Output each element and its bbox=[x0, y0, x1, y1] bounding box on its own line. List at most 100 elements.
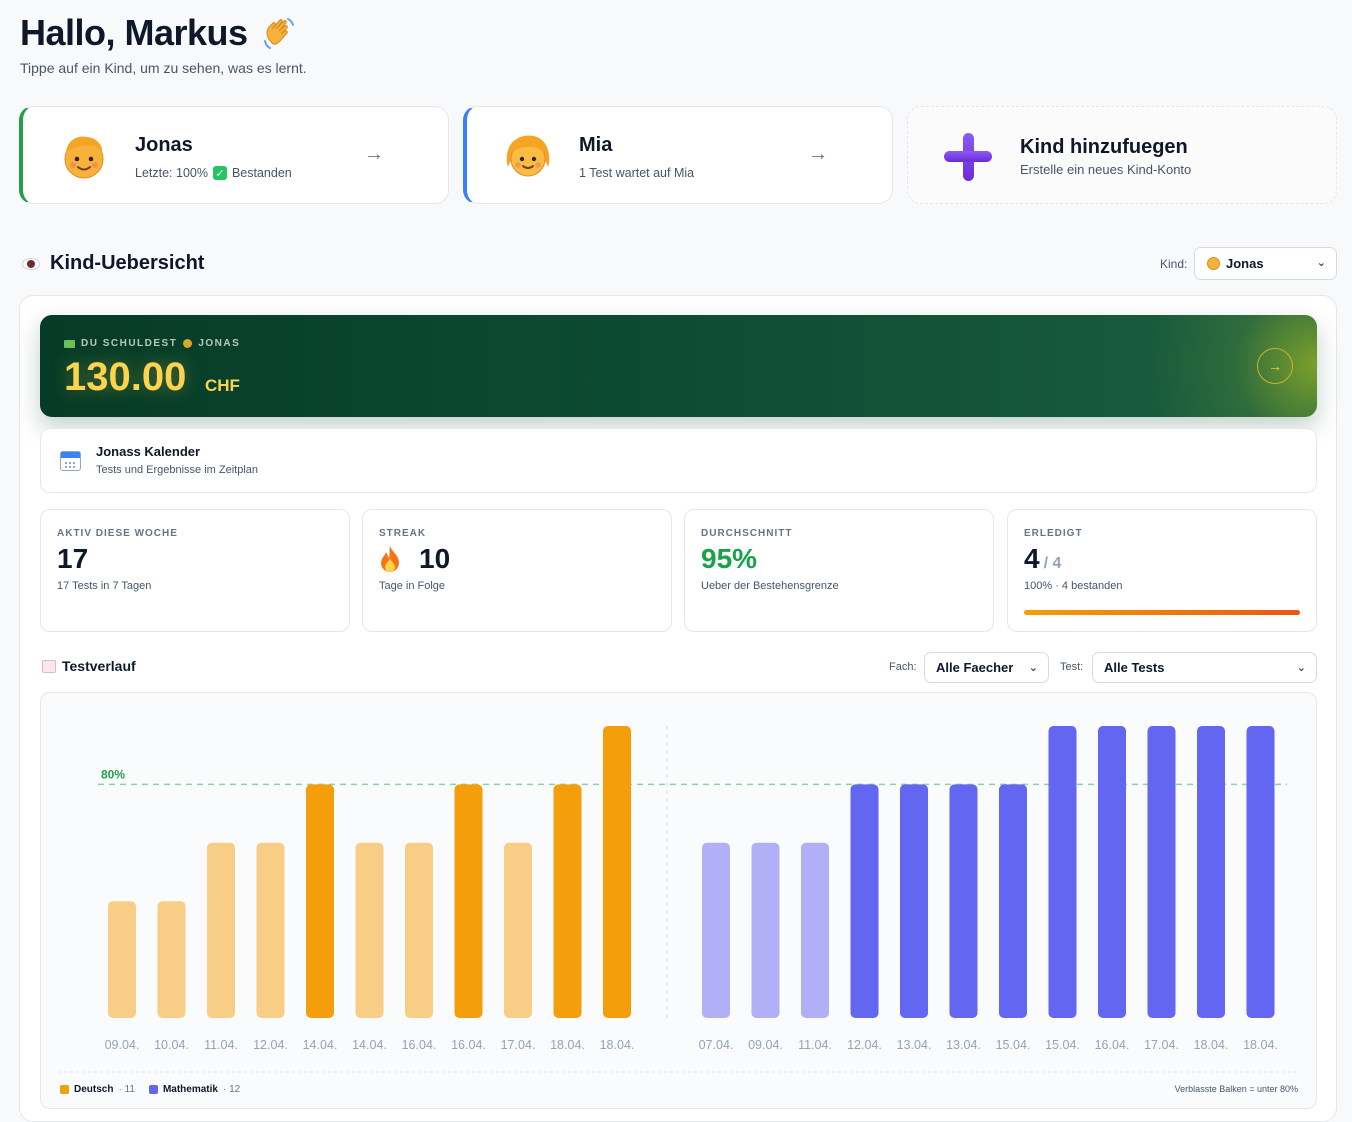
x-tick-label: 16.04. bbox=[402, 1038, 437, 1052]
stat-card-average: DURCHSCHNITT 95% Ueber der Bestehensgren… bbox=[684, 509, 994, 632]
child-card-jonas[interactable]: Jonas Letzte: 100% ✓ Bestanden → bbox=[19, 106, 449, 204]
stat-value: 17 bbox=[57, 543, 88, 575]
calendar-icon bbox=[60, 451, 81, 471]
chart-note: Verblasste Balken = unter 80% bbox=[1174, 1084, 1298, 1094]
bar-mathematik[interactable] bbox=[801, 842, 829, 1018]
bar-deutsch[interactable] bbox=[454, 784, 483, 1018]
legend-item-mathematik[interactable]: Mathematik · 12 bbox=[148, 1084, 241, 1095]
stat-value-number: 4 bbox=[1024, 543, 1040, 574]
bar-mathematik[interactable] bbox=[1197, 726, 1225, 1018]
bar-mathematik[interactable] bbox=[1246, 726, 1275, 1018]
child-status-prefix: Letzte: 100% bbox=[135, 166, 208, 180]
stat-sub: 17 Tests in 7 Tagen bbox=[57, 580, 152, 592]
stat-sub: Tage in Folge bbox=[379, 580, 446, 592]
x-tick-label: 17.04. bbox=[501, 1038, 536, 1052]
stat-label: ERLEDIGT bbox=[1024, 528, 1083, 539]
x-tick-label: 18.04. bbox=[1194, 1038, 1229, 1052]
arrow-right-icon: → bbox=[808, 143, 828, 165]
stat-value-total: / 4 bbox=[1043, 555, 1062, 572]
fach-select-value: Alle Faecher bbox=[936, 660, 1014, 675]
debt-label-text: DU SCHULDEST bbox=[81, 338, 178, 349]
add-child-subtitle: Erstelle ein neues Kind-Konto bbox=[1020, 162, 1192, 177]
x-tick-label: 12.04. bbox=[847, 1038, 882, 1052]
kind-select[interactable]: Jonas ⌄ bbox=[1194, 247, 1337, 280]
debt-open-button[interactable]: → bbox=[1257, 348, 1293, 384]
calendar-card[interactable]: Jonass Kalender Tests und Ergebnisse im … bbox=[40, 428, 1317, 493]
threshold-label: 80% bbox=[101, 767, 125, 781]
child-name: Mia bbox=[579, 134, 613, 156]
bar-deutsch[interactable] bbox=[207, 842, 235, 1018]
legend-name: Deutsch bbox=[74, 1084, 114, 1095]
plus-icon bbox=[942, 131, 994, 183]
x-tick-label: 09.04. bbox=[748, 1038, 783, 1052]
kind-select-value: Jonas bbox=[1226, 256, 1264, 271]
debt-banner[interactable]: DU SCHULDEST JONAS 130.00 CHF → bbox=[40, 315, 1317, 417]
x-tick-label: 10.04. bbox=[154, 1038, 189, 1052]
legend-count: · 12 bbox=[222, 1084, 241, 1095]
stat-card-active: AKTIV DIESE WOCHE 17 17 Tests in 7 Tagen bbox=[40, 509, 350, 632]
bar-mathematik[interactable] bbox=[900, 784, 928, 1018]
bar-deutsch[interactable] bbox=[504, 842, 532, 1018]
calendar-title: Jonass Kalender bbox=[96, 444, 201, 459]
child-name: Jonas bbox=[135, 134, 193, 156]
legend-item-deutsch[interactable]: Deutsch · 11 bbox=[60, 1084, 135, 1095]
stat-label: DURCHSCHNITT bbox=[701, 528, 793, 539]
bar-deutsch[interactable] bbox=[553, 784, 582, 1018]
legend-swatch bbox=[60, 1085, 69, 1094]
bar-mathematik[interactable] bbox=[850, 784, 879, 1018]
progress-fill bbox=[1024, 610, 1300, 615]
bar-deutsch[interactable] bbox=[256, 842, 285, 1018]
add-child-card[interactable]: Kind hinzufuegen Erstelle ein neues Kind… bbox=[907, 106, 1337, 204]
stat-label: AKTIV DIESE WOCHE bbox=[57, 528, 178, 539]
stat-sub: 100% · 4 bestanden bbox=[1024, 580, 1123, 592]
add-child-title: Kind hinzufuegen bbox=[1020, 136, 1188, 158]
bar-mathematik[interactable] bbox=[702, 842, 730, 1018]
test-filter-label: Test: bbox=[1060, 661, 1084, 673]
chart-title-text: Testverlauf bbox=[62, 658, 136, 674]
stat-value-number: 10 bbox=[419, 543, 451, 574]
stat-value: 4 / 4 bbox=[1024, 543, 1061, 575]
bar-deutsch[interactable] bbox=[157, 901, 186, 1018]
boy-face-icon bbox=[64, 136, 104, 179]
bar-mathematik[interactable] bbox=[751, 842, 780, 1018]
bar-mathematik[interactable] bbox=[949, 784, 978, 1018]
x-tick-label: 15.04. bbox=[1045, 1038, 1080, 1052]
bar-deutsch[interactable] bbox=[355, 842, 384, 1018]
stat-value: 10 bbox=[379, 543, 450, 575]
greeting-text: Hallo, Markus bbox=[20, 12, 248, 53]
chart-title: Testverlauf bbox=[42, 658, 136, 674]
debt-amount: 130.00 bbox=[64, 355, 187, 399]
bar-deutsch[interactable] bbox=[405, 842, 433, 1018]
bar-mathematik[interactable] bbox=[1147, 726, 1176, 1018]
fach-select[interactable]: Alle Faecher ⌄ bbox=[924, 652, 1049, 683]
progress-bar bbox=[1024, 610, 1300, 615]
page-title: Hallo, Markus bbox=[20, 12, 300, 54]
bar-chart: 80% 09.04. 10.04. 11.04. 12.04. 14.04. 14.04. 1… bbox=[58, 726, 1299, 1073]
kind-select-label: Kind: bbox=[1160, 257, 1188, 271]
section-title-text: Kind-Uebersicht bbox=[50, 252, 205, 274]
bar-deutsch[interactable] bbox=[108, 901, 136, 1018]
test-select-value: Alle Tests bbox=[1104, 660, 1165, 675]
chevron-down-icon: ⌄ bbox=[1296, 662, 1306, 674]
flame-icon bbox=[381, 546, 399, 572]
x-tick-label: 17.04. bbox=[1144, 1038, 1179, 1052]
stat-value-number: 17 bbox=[57, 543, 89, 574]
bar-mathematik[interactable] bbox=[1048, 726, 1077, 1018]
section-title: Kind-Uebersicht bbox=[22, 252, 204, 275]
money-icon bbox=[64, 339, 75, 348]
test-select[interactable]: Alle Tests ⌄ bbox=[1092, 652, 1317, 683]
bar-deutsch[interactable] bbox=[603, 726, 631, 1018]
child-card-mia[interactable]: Mia 1 Test wartet auf Mia → bbox=[463, 106, 893, 204]
page-subtitle: Tippe auf ein Kind, um zu sehen, was es … bbox=[20, 60, 307, 76]
eye-icon bbox=[22, 257, 40, 270]
x-tick-label: 11.04. bbox=[798, 1038, 832, 1052]
bar-mathematik[interactable] bbox=[1098, 726, 1126, 1018]
child-status: 1 Test wartet auf Mia bbox=[579, 166, 695, 180]
x-tick-label: 18.04. bbox=[1243, 1038, 1278, 1052]
x-tick-label: 14.04. bbox=[303, 1038, 338, 1052]
bar-mathematik[interactable] bbox=[999, 784, 1027, 1018]
check-icon: ✓ bbox=[212, 166, 227, 180]
chart-down-icon bbox=[42, 659, 56, 673]
legend-name: Mathematik bbox=[162, 1084, 218, 1095]
bar-deutsch[interactable] bbox=[306, 784, 334, 1018]
